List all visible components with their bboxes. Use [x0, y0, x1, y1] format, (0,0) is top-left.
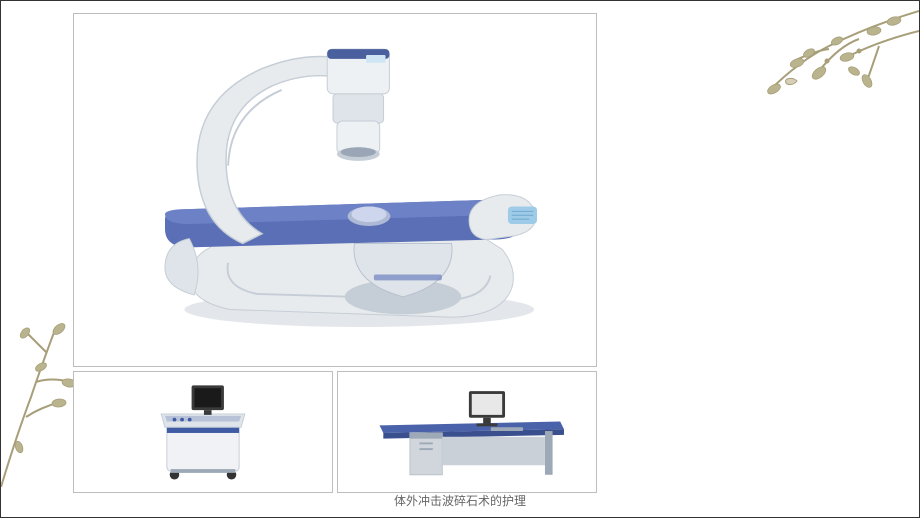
lithotripter-illustration	[81, 20, 589, 360]
left-console-panel	[73, 371, 333, 493]
main-image-panel	[73, 13, 597, 367]
right-desk-panel	[337, 371, 597, 493]
decoration-branch-top-right	[719, 1, 919, 141]
slide-caption: 体外冲击波碎石术的护理	[1, 492, 919, 509]
console-cart-illustration	[78, 374, 328, 490]
workstation-desk-illustration	[342, 374, 592, 490]
slide: 体外冲击波碎石术的护理	[0, 0, 920, 518]
